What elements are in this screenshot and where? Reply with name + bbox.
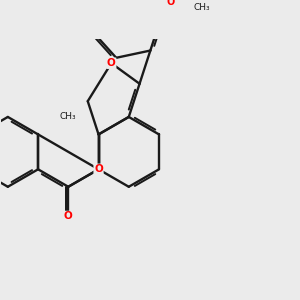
Text: CH₃: CH₃ <box>60 112 76 121</box>
Text: O: O <box>167 0 175 7</box>
Text: O: O <box>94 164 103 174</box>
Text: CH₃: CH₃ <box>193 3 210 12</box>
Text: O: O <box>64 212 73 221</box>
Text: O: O <box>107 58 116 68</box>
